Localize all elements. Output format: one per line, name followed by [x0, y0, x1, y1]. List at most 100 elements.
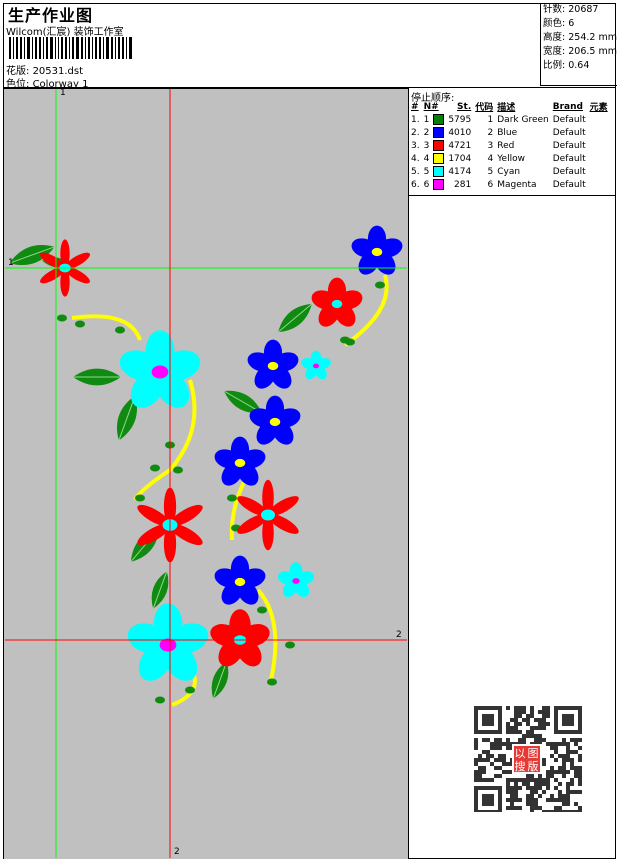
qr-module — [506, 786, 510, 790]
qr-module — [482, 738, 486, 742]
header-divider — [3, 87, 616, 88]
qr-module — [514, 718, 518, 722]
qr-module — [534, 718, 538, 722]
bud — [173, 466, 183, 474]
qr-module — [478, 778, 482, 782]
qr-module — [474, 746, 478, 750]
scale-row: 比例: 0.64 — [541, 59, 617, 73]
qr-module — [570, 810, 574, 812]
column-header[interactable]: St. — [457, 101, 472, 112]
qr-module — [542, 738, 546, 742]
column-header[interactable]: 元素 — [589, 103, 608, 113]
qr-module — [506, 738, 510, 742]
qr-module — [494, 746, 498, 750]
brand: Default — [552, 166, 586, 177]
flower-center — [159, 638, 177, 652]
qr-module — [566, 758, 570, 762]
color-code: 1 — [487, 114, 494, 125]
qr-module — [482, 778, 486, 782]
qr-module — [530, 778, 534, 782]
color-description: Yellow — [497, 153, 525, 164]
qr-module — [566, 742, 570, 746]
column-header[interactable]: # — [411, 101, 419, 112]
qr-module — [486, 738, 490, 742]
qr-module — [530, 730, 534, 734]
qr-module — [546, 798, 550, 802]
scale-label: 比例: — [543, 60, 566, 71]
qr-module — [538, 718, 542, 722]
qr-module — [518, 806, 522, 810]
color-swatch — [433, 140, 445, 151]
qr-module — [506, 770, 510, 774]
barcode — [9, 37, 134, 59]
color-description: Magenta — [497, 179, 537, 190]
guide-label-green-left: 1 — [8, 258, 14, 268]
qr-module — [522, 778, 526, 782]
qr-module — [510, 778, 514, 782]
qr-module — [498, 758, 502, 762]
qr-module — [482, 770, 486, 774]
qr-module — [506, 742, 510, 746]
colorway-value: Colorway 1 — [32, 79, 89, 90]
flower-petal — [249, 408, 276, 428]
qr-module — [474, 762, 478, 766]
qr-module — [558, 790, 562, 794]
design-canvas — [4, 88, 409, 859]
qr-module — [562, 802, 566, 806]
qr-module — [506, 798, 510, 802]
qr-module — [506, 726, 510, 730]
qr-module — [490, 746, 494, 750]
qr-module — [578, 738, 582, 742]
color-swatch-cell — [431, 139, 446, 152]
qr-module — [542, 778, 546, 782]
qr-module — [534, 802, 538, 806]
color-description: Red — [497, 140, 515, 151]
flower-petal — [169, 523, 203, 546]
qr-module — [542, 706, 546, 710]
table-row[interactable]: 5. 5 4174 5 Cyan Default — [409, 165, 610, 178]
qr-module — [538, 806, 542, 810]
qr-module — [494, 742, 498, 746]
width-row: 宽度: 206.5 mm — [541, 45, 617, 59]
qr-module — [566, 770, 570, 774]
leaf — [151, 571, 169, 609]
qr-module — [510, 730, 514, 734]
colors-row: 颜色: 6 — [541, 17, 617, 31]
qr-module — [474, 778, 478, 782]
qr-module — [514, 798, 518, 802]
qr-module — [570, 778, 574, 782]
flower-center — [234, 577, 246, 587]
row-index: 1. — [411, 114, 420, 125]
column-header[interactable]: 描述 — [497, 103, 516, 113]
column-header[interactable]: N# — [423, 101, 439, 112]
qr-module — [542, 810, 546, 812]
table-row[interactable]: 1. 1 5795 1 Dark Green Default — [409, 113, 610, 126]
column-header[interactable]: 代码 — [475, 103, 494, 113]
qr-module — [570, 762, 574, 766]
color-swatch-cell — [431, 152, 446, 165]
qr-finder — [482, 714, 494, 726]
leaf — [73, 368, 121, 386]
needle-number: 6 — [423, 179, 430, 190]
color-swatch-cell — [431, 165, 446, 178]
height-value: 254.2 mm — [568, 32, 617, 43]
stitches-label: 针数: — [543, 4, 566, 15]
qr-module — [562, 770, 566, 774]
qr-module — [510, 726, 514, 730]
table-row[interactable]: 3. 3 4721 3 Red Default — [409, 139, 610, 152]
qr-module — [546, 706, 550, 710]
qr-module — [574, 790, 578, 794]
table-row[interactable]: 4. 4 1704 4 Yellow Default — [409, 152, 610, 165]
qr-module — [566, 810, 570, 812]
table-row[interactable]: 6. 6 281 6 Magenta Default — [409, 178, 610, 191]
flower-petal — [267, 496, 299, 517]
qr-module — [566, 794, 570, 798]
qr-module — [566, 754, 570, 758]
column-header[interactable]: Brand — [552, 101, 583, 112]
qr-module — [486, 778, 490, 782]
qr-module — [530, 794, 534, 798]
qr-module — [530, 726, 534, 730]
scale-value: 0.64 — [568, 60, 590, 71]
table-row[interactable]: 2. 2 4010 2 Blue Default — [409, 126, 610, 139]
